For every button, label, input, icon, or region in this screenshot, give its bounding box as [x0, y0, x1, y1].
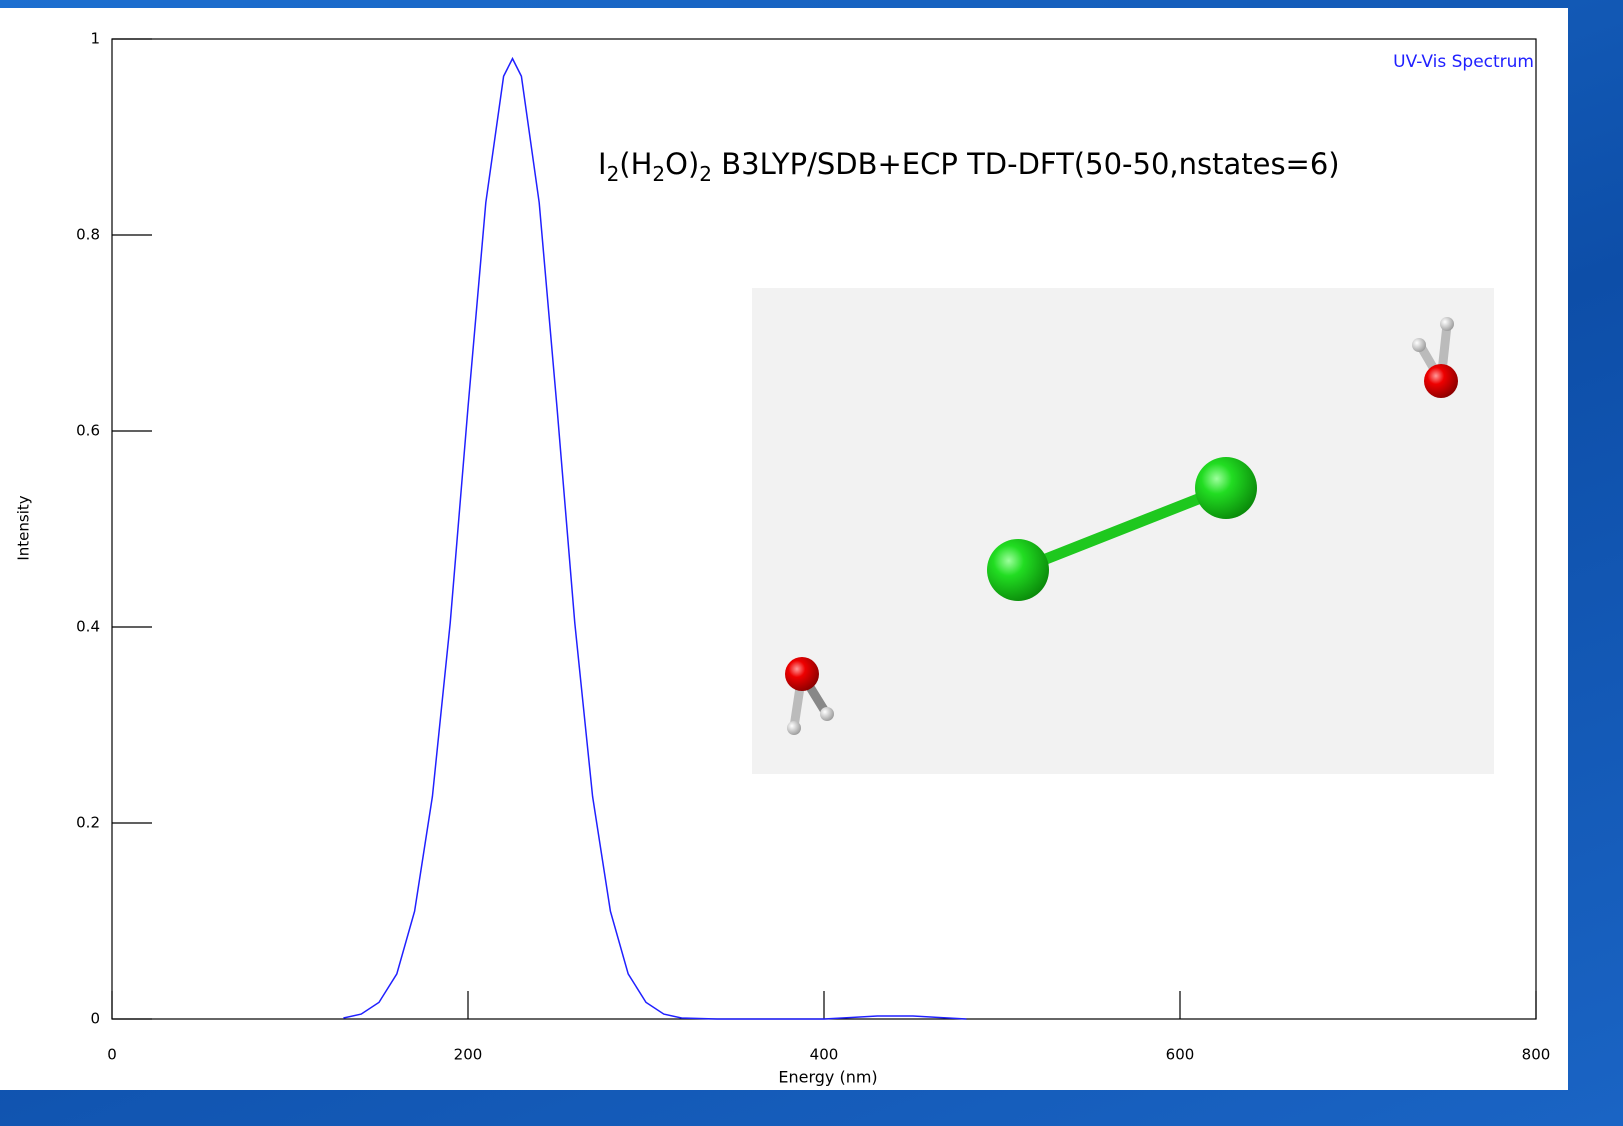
spectrum-line — [343, 56, 967, 1020]
annotation-subscript: 2 — [699, 162, 712, 186]
x-tick-label: 0 — [107, 1046, 117, 1064]
x-tick-label: 400 — [810, 1046, 839, 1064]
annotation-part: (H — [619, 147, 652, 181]
annotation-part: B3LYP/SDB+ECP TD-DFT(50-50,nstates=6) — [712, 147, 1340, 181]
y-tick-label: 0.8 — [76, 226, 100, 244]
y-tick-label: 0.4 — [76, 618, 100, 636]
y-axis-label: Intensity — [15, 495, 33, 560]
annotation-subscript: 2 — [652, 162, 665, 186]
annotation: I2(H2O)2 B3LYP/SDB+ECP TD-DFT(50-50,nsta… — [598, 147, 1340, 186]
y-tick-label: 0.2 — [76, 814, 100, 832]
annotation-part: I — [598, 147, 607, 181]
legend-label: UV-Vis Spectrum — [1393, 52, 1534, 72]
y-tick-label: 0.6 — [76, 422, 100, 440]
x-tick-label: 200 — [454, 1046, 483, 1064]
annotation-subscript: 2 — [607, 162, 620, 186]
annotation-part: O) — [665, 147, 699, 181]
y-tick-label: 1 — [90, 30, 100, 48]
x-tick-label: 600 — [1166, 1046, 1195, 1064]
x-axis-label: Energy (nm) — [778, 1068, 877, 1087]
molecule-inset — [752, 288, 1494, 774]
y-tick-label: 0 — [90, 1010, 100, 1028]
x-tick-label: 800 — [1522, 1046, 1551, 1064]
